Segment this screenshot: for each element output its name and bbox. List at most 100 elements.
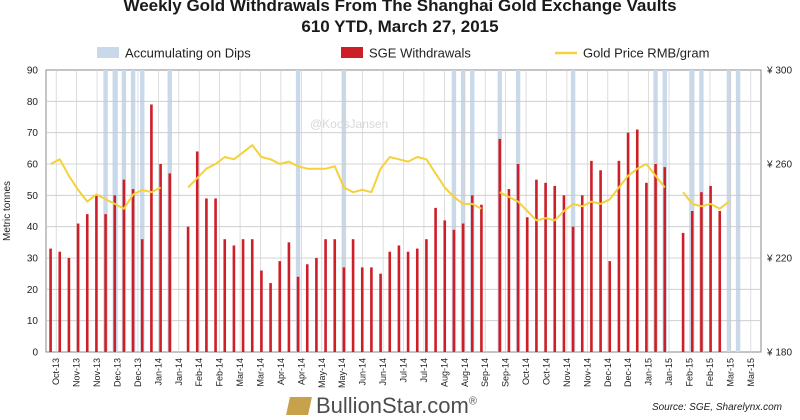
y-tick-label: 60 — [27, 160, 39, 171]
sge-bar-18 — [214, 198, 217, 352]
sge-bar-30 — [324, 239, 327, 352]
withdrawal-bars — [49, 104, 722, 352]
dip-band-9 — [460, 70, 466, 352]
legend-label-1: SGE Withdrawals — [369, 46, 471, 61]
sge-bar-16 — [195, 151, 199, 352]
sge-bar-31 — [333, 239, 337, 352]
sge-bar-41 — [425, 239, 428, 352]
dip-band-6 — [295, 70, 301, 352]
sge-bar-59 — [590, 160, 593, 352]
sge-bar-12 — [159, 164, 162, 352]
y2-tick-label: ¥ 220 — [766, 254, 792, 265]
chart-title: Weekly Gold Withdrawals From The Shangha… — [123, 0, 677, 15]
sge-bar-25 — [278, 261, 282, 352]
sge-bar-9 — [131, 189, 135, 352]
sge-bar-66 — [654, 164, 657, 352]
sge-bar-26 — [287, 242, 291, 352]
y-tick-label: 10 — [27, 316, 39, 327]
x-tick-label: Jul-14 — [399, 358, 409, 383]
sge-bar-22 — [250, 239, 254, 352]
sge-bar-17 — [205, 198, 208, 352]
y-tick-label: 30 — [27, 254, 39, 265]
sge-bar-28 — [305, 264, 309, 352]
sge-bar-56 — [562, 195, 566, 352]
sge-bar-49 — [498, 138, 502, 352]
sge-bar-38 — [397, 245, 401, 352]
sge-bar-67 — [663, 167, 667, 352]
brand-logo: BullionStar.com® — [286, 393, 477, 419]
dip-band-7 — [341, 70, 347, 352]
sge-bar-63 — [626, 132, 630, 352]
x-tick-label: Jan-14 — [153, 358, 163, 386]
x-tick-label: Feb-14 — [215, 358, 225, 387]
sge-bar-5 — [95, 195, 98, 352]
sge-bar-55 — [553, 185, 557, 352]
sge-bar-23 — [260, 270, 263, 352]
sge-bar-33 — [351, 239, 355, 352]
price-line-segment-2 — [499, 163, 666, 222]
x-tick-label: Dec-13 — [133, 358, 143, 387]
x-tick-label: Oct-13 — [51, 358, 61, 385]
sge-bar-45 — [461, 223, 465, 352]
brand-name: BullionStar.com — [316, 393, 469, 418]
sge-bar-0 — [49, 248, 52, 352]
x-tick-label: Sep-14 — [501, 358, 511, 387]
price-line — [50, 144, 730, 222]
legend-swatch-1 — [341, 47, 363, 58]
price-line-segment-0 — [50, 158, 162, 210]
sge-bar-47 — [480, 204, 483, 352]
sge-bar-7 — [113, 195, 117, 352]
sge-bar-35 — [370, 267, 373, 352]
legend-swatch-0 — [97, 47, 119, 58]
y-tick-label: 80 — [27, 97, 39, 108]
y-tick-label: 90 — [27, 66, 39, 77]
sge-bar-69 — [681, 232, 685, 352]
dip-band-18 — [726, 70, 732, 352]
x-tick-label: Nov-13 — [92, 358, 102, 387]
dip-band-8 — [451, 70, 457, 352]
x-tick-label: Apr-14 — [276, 358, 286, 385]
y-tick-label: 0 — [32, 348, 38, 359]
y-axis-title: Metric tonnes — [2, 181, 13, 241]
y-tick-label: 40 — [27, 222, 39, 233]
watermark: @KoosJansen — [310, 117, 388, 131]
legend: Accumulating on Dips SGE Withdrawals Gold … — [97, 46, 709, 61]
x-tick-label: Apr-14 — [296, 358, 306, 385]
sge-bar-3 — [76, 223, 80, 352]
x-tick-label: Dec-13 — [113, 358, 123, 387]
sge-bar-72 — [709, 185, 712, 352]
sge-bar-51 — [516, 164, 520, 352]
sge-bar-46 — [470, 195, 474, 352]
x-tick-label: May-14 — [317, 358, 327, 388]
sge-bar-65 — [645, 182, 648, 352]
y2-tick-label: ¥ 260 — [766, 160, 792, 171]
x-tick-label: Jan-14 — [174, 358, 184, 386]
sge-bar-40 — [415, 248, 419, 352]
dip-band-19 — [735, 70, 741, 352]
x-tick-label: Aug-14 — [439, 358, 449, 387]
x-tick-label: Dec-14 — [623, 358, 633, 387]
sge-bar-11 — [150, 104, 153, 352]
price-line-segment-1 — [187, 144, 482, 210]
x-tick-label: Feb-14 — [194, 358, 204, 387]
x-tick-label: May-14 — [337, 358, 347, 388]
sge-bar-61 — [608, 261, 612, 352]
x-tick-label: Feb-15 — [705, 358, 715, 387]
sge-bar-34 — [360, 267, 364, 352]
sge-bar-15 — [186, 226, 190, 352]
sge-bar-4 — [85, 214, 89, 352]
x-tick-label: Sep-14 — [480, 358, 490, 387]
sge-bar-58 — [580, 195, 584, 352]
x-tick-label: Mar-15 — [746, 358, 756, 387]
dip-band-13 — [570, 70, 576, 352]
sge-bar-13 — [168, 173, 172, 352]
x-tick-label: Jan-15 — [644, 358, 654, 386]
sge-bar-44 — [452, 229, 456, 352]
sge-bar-62 — [617, 160, 621, 352]
sge-bar-21 — [241, 239, 245, 352]
x-tick-label: Nov-14 — [582, 358, 592, 387]
sge-bar-6 — [104, 214, 107, 352]
legend-label-2: Gold Price RMB/gram — [583, 46, 709, 61]
